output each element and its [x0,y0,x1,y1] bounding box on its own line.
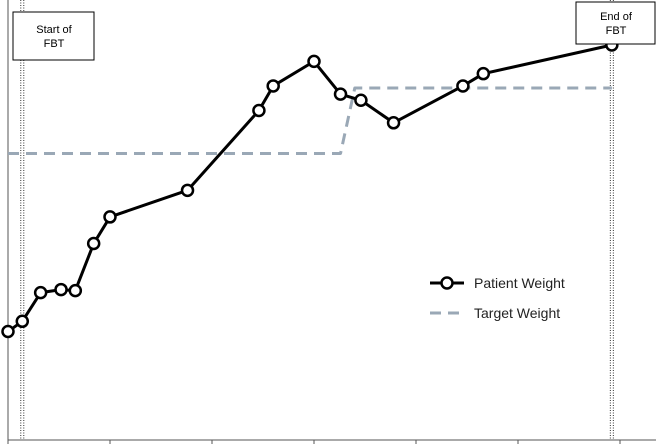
fbt-start-callout-label: FBT [44,38,65,50]
patient-weight-point [266,79,280,93]
patient-weight-point [15,314,30,329]
patient-weight-point [86,236,101,251]
patient-weight-point [54,282,68,297]
fbt-start-callout [12,11,95,61]
patient-weight-point [252,103,266,118]
legend-patient-label: Patient Weight [474,275,565,291]
patient-weight-point [333,87,348,101]
patient-weight-point [476,66,491,81]
plot-axes [7,0,656,444]
patient-weight-point [68,283,83,298]
patient-weight-point [456,79,470,93]
fbt-markers [20,0,614,440]
patient-weight-point [33,285,48,300]
patient-weight-point [1,324,15,339]
legend: Patient Weight Target Weight [430,275,565,321]
fbt-end-callout [575,1,656,45]
patient-weight-point [354,93,368,108]
target-weight-line [8,86,612,155]
legend-target-label: Target Weight [474,305,560,321]
fbt-start-callout-label: Start of [36,24,72,36]
patient-weight-series [1,38,619,339]
target-weight-series [8,86,612,155]
callouts: Start of FBT End of FBT [12,1,656,61]
patient-weight-point [103,210,117,224]
patient-weight-point [386,116,401,130]
patient-weight-point [307,54,321,69]
fbt-end-callout-label: FBT [606,25,627,37]
patient-weight-point [180,183,195,198]
fbt-end-callout-label: End of [600,11,633,23]
legend-patient-marker [440,276,454,290]
x-ticks [7,440,621,444]
